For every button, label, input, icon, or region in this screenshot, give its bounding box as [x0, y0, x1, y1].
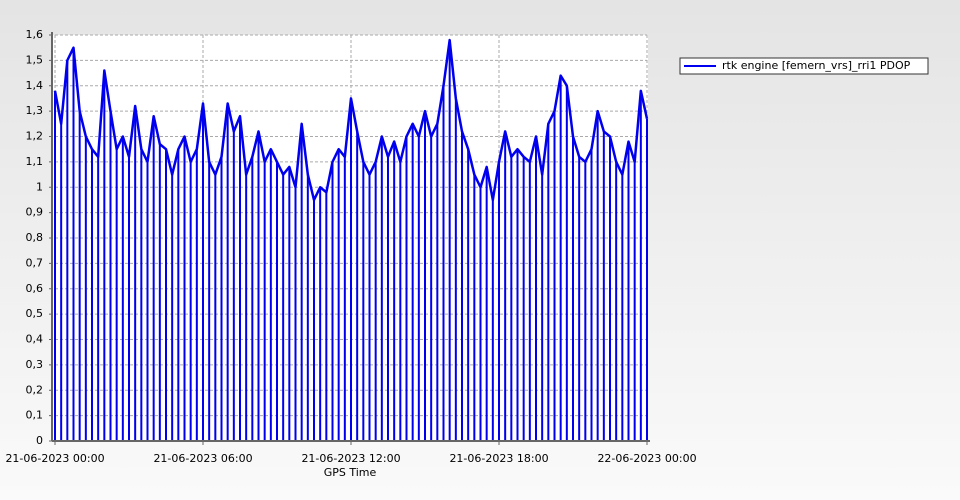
x-tick-label: 21-06-2023 06:00	[153, 452, 252, 465]
x-tick-label: 22-06-2023 00:00	[597, 452, 696, 465]
y-tick-label: 1,2	[26, 130, 44, 143]
x-tick-label: 21-06-2023 18:00	[449, 452, 548, 465]
y-tick-label: 0,5	[26, 307, 44, 320]
y-tick-label: 0,9	[26, 206, 44, 219]
y-tick-label: 1	[36, 180, 43, 193]
y-tick-label: 0,4	[26, 333, 44, 346]
y-tick-label: 0,2	[26, 383, 44, 396]
y-tick-label: 1,5	[26, 53, 44, 66]
series-line	[53, 38, 649, 202]
x-tick-label: 21-06-2023 12:00	[301, 452, 400, 465]
y-tick-label: 0,6	[26, 282, 44, 295]
legend-box	[679, 57, 929, 75]
y-tick-label: 0,8	[26, 231, 44, 244]
y-tick-label: 0,3	[26, 358, 44, 371]
y-tick-label: 0,7	[26, 256, 44, 269]
y-tick-label: 1,6	[26, 28, 44, 41]
legend-label: rtk engine [femern_vrs]_rri1 PDOP	[722, 59, 911, 72]
y-tick-label: 0	[36, 434, 43, 447]
x-axis-title: GPS Time	[324, 466, 377, 479]
y-tick-label: 1,4	[26, 79, 44, 92]
y-tick-label: 1,3	[26, 104, 44, 117]
y-tick-label: 0,1	[26, 409, 44, 422]
y-tick-label: 1,1	[26, 155, 44, 168]
legend: rtk engine [femern_vrs]_rri1 PDOP	[679, 57, 929, 75]
x-tick-label: 21-06-2023 00:00	[5, 452, 104, 465]
